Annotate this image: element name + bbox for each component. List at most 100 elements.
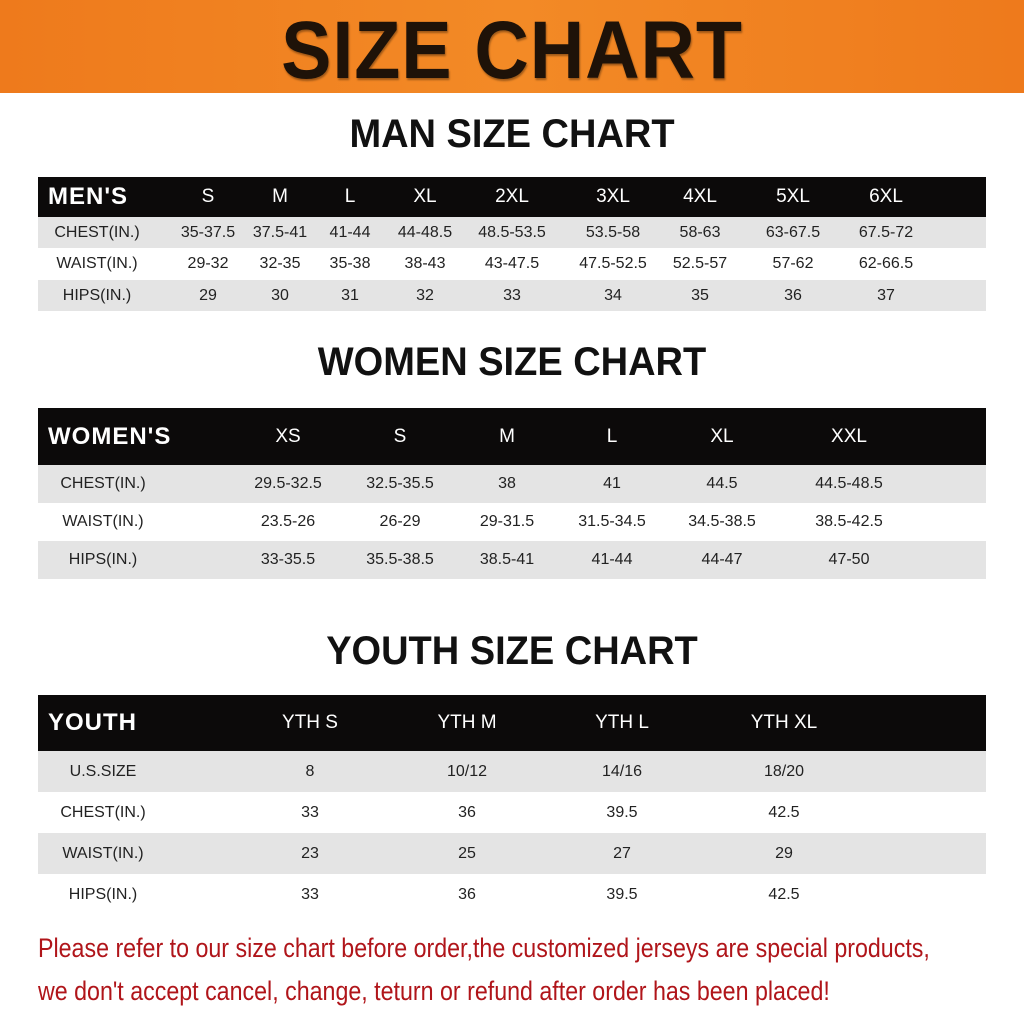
measurement-value: 29-32	[187, 255, 229, 272]
banner: SIZE CHART	[0, 0, 1024, 96]
measurement-value: 35	[691, 286, 709, 304]
measurement-value: 39.5	[606, 803, 638, 821]
measurement-value: 48.5-53.5	[478, 223, 546, 241]
measurement-label: HIPS(IN.)	[68, 885, 138, 903]
measurement-value: 52.5-57	[672, 255, 728, 272]
measurement-label: CHEST(IN.)	[60, 475, 146, 492]
measurement-value: 43-47.5	[484, 255, 540, 272]
measurement-value: 38-43	[404, 255, 446, 272]
measurement-value: 10/12	[446, 762, 488, 780]
measurement-value: 36	[458, 803, 476, 821]
table-header-row: WOMEN'S XS S M L XL XXL	[38, 408, 986, 465]
women-size-table: WOMEN'S XS S M L XL XXL CHEST(IN.) 29.5-32.5 32.5…	[38, 408, 986, 579]
measurement-value: 31.5-34.5	[578, 513, 646, 530]
measurement-value: 33	[301, 885, 319, 903]
measurement-value: 47.5-52.5	[579, 255, 647, 272]
table-category-label: YOUTH	[48, 709, 137, 736]
size-header-cell: M	[272, 186, 288, 207]
measurement-value: 44-48.5	[397, 223, 453, 241]
measurement-value: 33-35.5	[260, 551, 316, 568]
measurement-value: 47-50	[828, 551, 870, 568]
men-size-table: MEN'S S M L XL 2XL 3XL 4XL 5XL 6XL CHEST(IN.) 35-37…	[38, 177, 986, 311]
measurement-value: 37.5-41	[252, 223, 308, 241]
size-header-cell: M	[499, 425, 515, 447]
size-header-cell: L	[344, 186, 356, 207]
youth-size-table: YOUTH YTH S YTH M YTH L YTH XL U.S.SIZE 8 10/12…	[38, 695, 986, 915]
measurement-value: 18/20	[763, 762, 805, 780]
measurement-value: 32-35	[259, 255, 301, 272]
measurement-value: 33	[503, 286, 521, 304]
table-category-label: WOMEN'S	[48, 422, 172, 450]
size-header-cell: S	[393, 425, 407, 447]
measurement-value: 23.5-26	[260, 513, 316, 530]
measurement-value: 29	[775, 844, 793, 862]
size-header-cell: XS	[275, 425, 301, 447]
table-row: WAIST(IN.) 29-32 32-35 35-38 38-43 43-47.5 47.…	[38, 248, 986, 280]
measurement-value: 67.5-72	[858, 223, 914, 241]
measurement-label: CHEST(IN.)	[54, 223, 140, 241]
size-header-cell: 4XL	[683, 186, 717, 207]
measurement-value: 23	[301, 844, 319, 862]
measurement-value: 42.5	[768, 803, 800, 821]
measurement-value: 42.5	[768, 885, 800, 903]
table-header-row: YOUTH YTH S YTH M YTH L YTH XL	[38, 695, 986, 751]
measurement-label: WAIST(IN.)	[62, 844, 144, 862]
size-header-cell: 2XL	[495, 186, 529, 207]
size-header-cell: XL	[413, 186, 437, 207]
measurement-value: 37	[877, 286, 895, 304]
measurement-value: 63-67.5	[765, 223, 821, 241]
size-header-cell: 3XL	[596, 186, 630, 207]
measurement-label: HIPS(IN.)	[62, 286, 132, 304]
measurement-value: 35-37.5	[180, 223, 236, 241]
table-row: CHEST(IN.) 29.5-32.5 32.5-35.5 38 41 44.5 44.5…	[38, 465, 986, 503]
table-row: HIPS(IN.) 29 30 31 32 33 34 35 36 37	[38, 280, 986, 311]
size-header-cell: YTH S	[282, 712, 338, 733]
size-header-cell: XL	[710, 425, 734, 447]
measurement-value: 8	[305, 762, 315, 780]
measurement-value: 58-63	[679, 223, 721, 241]
measurement-value: 38.5-41	[479, 551, 535, 568]
size-header-cell: 5XL	[776, 186, 810, 207]
size-header-cell: YTH L	[595, 712, 649, 733]
measurement-value: 38.5-42.5	[815, 513, 883, 530]
table-row: U.S.SIZE 8 10/12 14/16 18/20	[38, 751, 986, 792]
table-row: HIPS(IN.) 33-35.5 35.5-38.5 38.5-41 41-44 44-…	[38, 541, 986, 579]
size-header-cell: S	[201, 186, 215, 207]
measurement-value: 41	[603, 475, 621, 492]
measurement-value: 53.5-58	[585, 223, 641, 241]
measurement-value: 31	[341, 286, 359, 304]
size-header-cell: 6XL	[869, 186, 903, 207]
measurement-value: 57-62	[772, 255, 814, 272]
size-header-cell: YTH XL	[750, 712, 818, 733]
measurement-value: 36	[784, 286, 802, 304]
table-row: WAIST(IN.) 23.5-26 26-29 29-31.5 31.5-34.5 34…	[38, 503, 986, 541]
measurement-value: 29	[199, 286, 217, 304]
measurement-value: 29.5-32.5	[254, 475, 322, 492]
men-section-title: MAN SIZE CHART	[349, 112, 675, 156]
size-header-cell: L	[606, 425, 618, 447]
measurement-value: 26-29	[379, 513, 421, 530]
measurement-value: 39.5	[606, 885, 638, 903]
table-row: WAIST(IN.) 23 25 27 29	[38, 833, 986, 874]
measurement-value: 14/16	[601, 762, 643, 780]
size-header-cell: YTH M	[437, 712, 497, 733]
table-header-row: MEN'S S M L XL 2XL 3XL 4XL 5XL 6XL	[38, 177, 986, 217]
measurement-value: 35-38	[329, 255, 371, 272]
table-row: HIPS(IN.) 33 36 39.5 42.5	[38, 874, 986, 915]
measurement-value: 38	[498, 475, 516, 492]
measurement-value: 27	[613, 844, 631, 862]
measurement-value: 33	[301, 803, 319, 821]
table-category-label: MEN'S	[48, 183, 129, 210]
youth-section-title: YOUTH SIZE CHART	[326, 629, 698, 673]
measurement-value: 32.5-35.5	[366, 475, 434, 492]
measurement-value: 62-66.5	[858, 255, 914, 272]
measurement-value: 44-47	[701, 551, 743, 568]
measurement-value: 41-44	[329, 223, 371, 241]
table-row: CHEST(IN.) 35-37.5 37.5-41 41-44 44-48.5 48.5…	[38, 217, 986, 248]
measurement-value: 44.5	[706, 475, 738, 492]
measurement-value: 41-44	[591, 551, 633, 568]
table-row: CHEST(IN.) 33 36 39.5 42.5	[38, 792, 986, 833]
women-section-title: WOMEN SIZE CHART	[317, 340, 707, 384]
measurement-label: U.S.SIZE	[69, 762, 137, 780]
measurement-value: 32	[416, 286, 434, 304]
